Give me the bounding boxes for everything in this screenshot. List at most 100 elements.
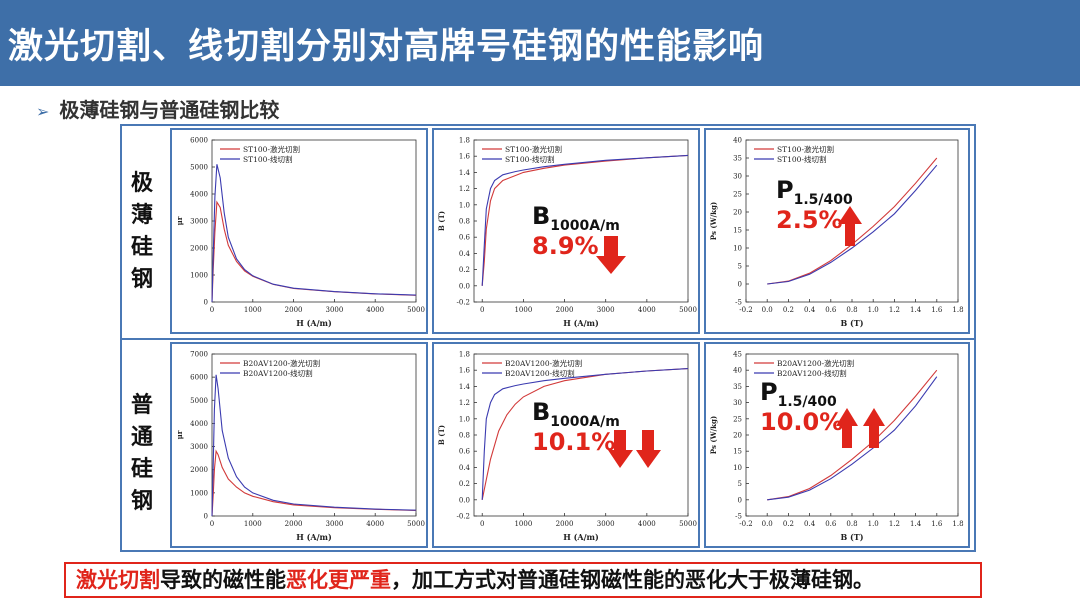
x-tick-label: 3000	[597, 520, 615, 528]
annotation-symbol: B	[532, 398, 551, 426]
annotation-subscript: 1.5/400	[777, 394, 837, 410]
x-tick-label: 1.0	[868, 520, 879, 528]
x-axis-label: H (A/m)	[296, 318, 332, 328]
y-tick-label: 15	[733, 448, 742, 456]
double-down-arrow-icon	[608, 430, 661, 468]
y-tick-label: 0.4	[459, 250, 471, 258]
y-tick-label: 5000	[190, 397, 208, 405]
y-tick-label: 0	[204, 299, 208, 307]
y-tick-label: 4000	[190, 191, 208, 199]
legend-label: ST100-线切割	[243, 154, 293, 164]
y-tick-label: 0.6	[459, 448, 471, 456]
legend-label: ST100-线切割	[777, 154, 827, 164]
double-up-arrow-icon	[836, 408, 885, 448]
x-axis-label: B (T)	[840, 532, 863, 542]
x-axis-label: B (T)	[840, 318, 863, 328]
y-tick-label: 1.0	[459, 201, 470, 209]
section-heading: ➢ 极薄硅钢与普通硅钢比较	[36, 94, 279, 123]
y-tick-label: 0.4	[459, 464, 471, 472]
y-tick-label: 1.0	[459, 415, 470, 423]
plot-area	[211, 353, 417, 517]
legend-label: ST100-激光切割	[505, 144, 562, 154]
y-tick-label: 40	[733, 367, 742, 375]
y-tick-label: 1.8	[459, 351, 470, 359]
row-label-char: 普	[130, 393, 153, 418]
y-tick-label: 20	[733, 209, 742, 217]
x-axis-label: H (A/m)	[563, 318, 599, 328]
row-label-char: 薄	[130, 203, 153, 228]
x-tick-label: 4000	[366, 520, 384, 528]
chart-r1c1: 0 1000 2000 3000 4000 5000 0 1000 2000 3000 4000 50…	[175, 137, 425, 329]
row-label-char: 硅	[130, 235, 153, 260]
x-tick-label: 1000	[244, 520, 262, 528]
y-axis-label: Ps (W/kg)	[709, 416, 718, 454]
legend-label: B20AV1200-激光切割	[777, 358, 854, 368]
row-label-regular: 普 通 硅 钢	[124, 390, 160, 518]
y-tick-label: 1.8	[459, 137, 470, 145]
y-tick-label: 10	[733, 245, 742, 253]
y-axis-label: B (T)	[437, 211, 446, 231]
legend-label: B20AV1200-激光切割	[243, 358, 320, 368]
annotation-r1c3: P1.5/400 2.5%	[776, 176, 853, 234]
y-tick-label: 1000	[190, 272, 208, 280]
annotation-symbol: B	[532, 202, 551, 230]
y-tick-label: 0.0	[459, 496, 470, 504]
y-tick-label: 5	[738, 480, 742, 488]
x-tick-label: 1.6	[931, 306, 943, 314]
x-tick-label: 3000	[325, 520, 343, 528]
x-tick-label: 0.6	[825, 520, 837, 528]
x-tick-label: -0.2	[739, 520, 753, 528]
x-axis-label: H (A/m)	[296, 532, 332, 542]
y-tick-label: 0.2	[459, 480, 470, 488]
y-tick-label: 1.6	[459, 367, 471, 375]
series-line-laser	[211, 449, 417, 517]
series-line-wire	[481, 368, 689, 500]
chart-panel-r1c1: 0 1000 2000 3000 4000 5000 0 1000 2000 3000 4000 50…	[170, 128, 428, 334]
series-line-wire	[767, 164, 938, 285]
x-tick-label: 3000	[325, 306, 343, 314]
y-tick-label: 0.2	[459, 266, 470, 274]
row-label-ultrathin: 极 薄 硅 钢	[124, 168, 160, 296]
chart-panel-r2c2: 0 1000 2000 3000 4000 5000 -0.2 0.0 0.2 0.4 0.6 0.8…	[432, 342, 700, 548]
chart-panel-r2c1: 0 1000 2000 3000 4000 5000 0 1000 2000 3000 4000 50…	[170, 342, 428, 548]
annotation-subscript: 1000A/m	[550, 414, 620, 430]
grid-divider	[120, 338, 976, 340]
x-tick-label: 0.0	[762, 306, 773, 314]
x-tick-label: 5000	[679, 306, 697, 314]
chart-r2c1: 0 1000 2000 3000 4000 5000 0 1000 2000 3000 4000 50…	[175, 351, 425, 543]
annotation-percent: 2.5%	[776, 206, 843, 234]
y-axis-label: Ps (W/kg)	[709, 202, 718, 240]
y-tick-label: 40	[733, 137, 742, 145]
y-axis-label: B (T)	[437, 425, 446, 445]
y-tick-label: 6000	[190, 374, 208, 382]
x-tick-label: 0.8	[846, 520, 857, 528]
conclusion-text-rest: ，加工方式对普通硅钢磁性能的恶化大于极薄硅钢。	[391, 568, 874, 592]
plot-area	[211, 139, 417, 303]
row-label-char: 通	[130, 425, 153, 450]
y-tick-label: 0.6	[459, 234, 471, 242]
y-tick-label: 1000	[190, 489, 208, 497]
x-tick-label: 1000	[244, 306, 262, 314]
y-tick-label: 1.2	[459, 185, 470, 193]
series-line-wire	[767, 376, 938, 501]
x-tick-label: -0.2	[739, 306, 753, 314]
conclusion-box: 激光切割导致的磁性能恶化更严重，加工方式对普通硅钢磁性能的恶化大于极薄硅钢。	[64, 562, 982, 598]
series-line-laser	[481, 154, 689, 286]
chart-panel-r1c3: -0.2 0.0 0.2 0.4 0.6 0.8 1.0 1.2 1.4 1.6 1.8 -5 0 5 10…	[704, 128, 970, 334]
y-tick-label: 1.4	[459, 169, 471, 177]
x-tick-label: 2000	[556, 520, 574, 528]
x-tick-label: 0.2	[783, 520, 794, 528]
y-tick-label: 6000	[190, 137, 208, 145]
x-tick-label: 1000	[514, 520, 532, 528]
row-label-char: 硅	[130, 457, 153, 482]
x-tick-label: 0.2	[783, 306, 794, 314]
y-tick-label: 5	[738, 263, 742, 271]
row-label-char: 极	[130, 171, 153, 196]
series-line-wire	[211, 164, 417, 303]
x-tick-label: 0.6	[825, 306, 837, 314]
legend-label: ST100-线切割	[505, 154, 555, 164]
x-tick-label: 0	[210, 306, 214, 314]
y-tick-label: 25	[733, 415, 742, 423]
y-tick-label: -0.2	[457, 513, 471, 521]
annotation-subscript: 1.5/400	[793, 192, 853, 208]
